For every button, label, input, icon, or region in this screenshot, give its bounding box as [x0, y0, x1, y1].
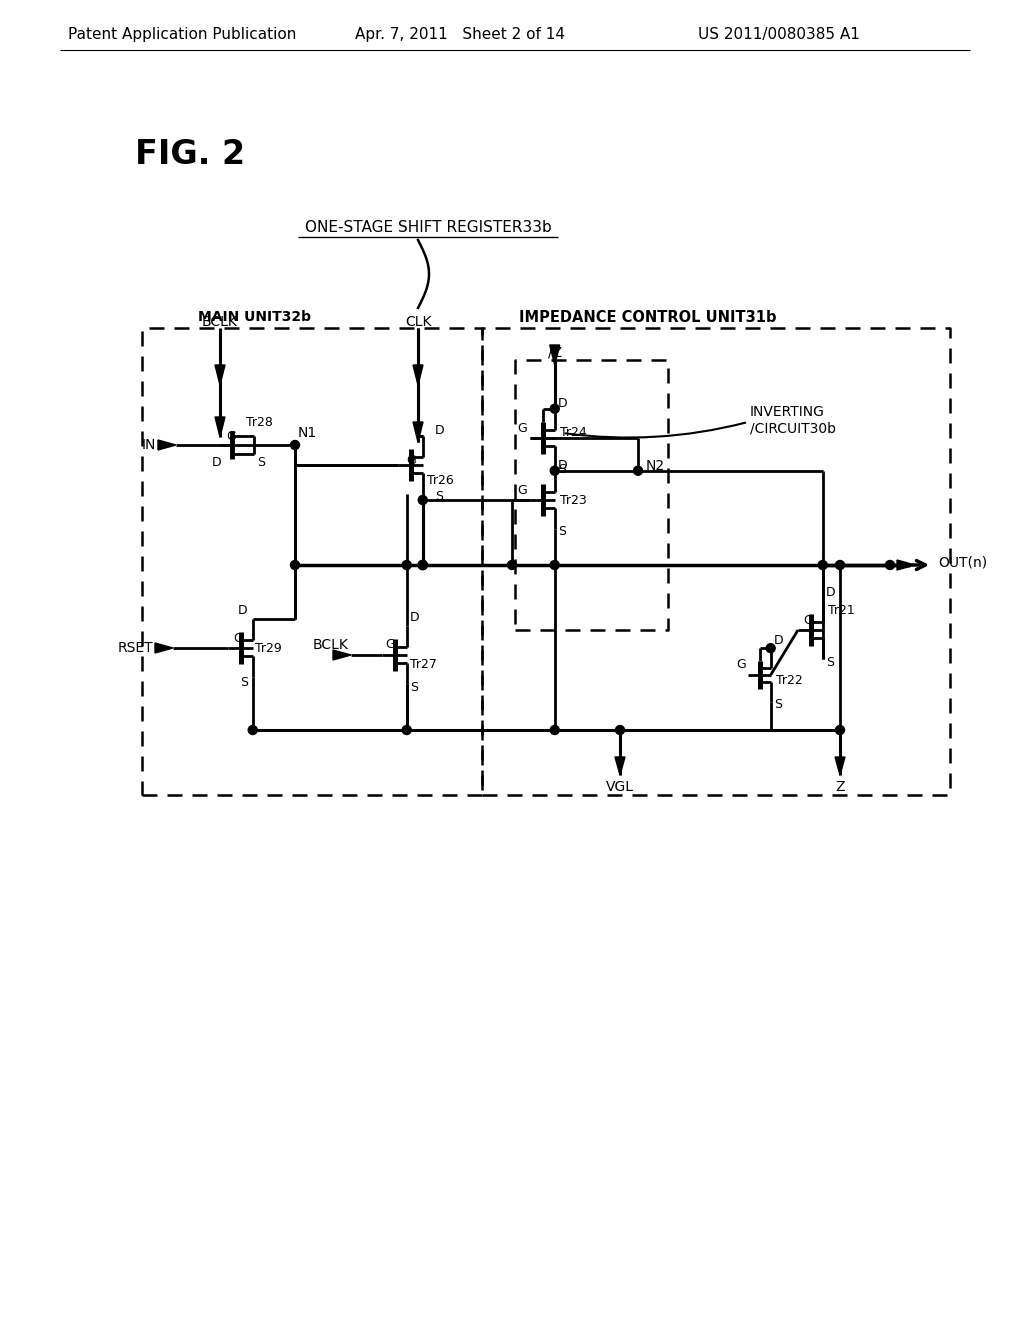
Text: Tr24: Tr24 — [560, 426, 587, 440]
Polygon shape — [897, 560, 915, 570]
Circle shape — [634, 466, 642, 475]
Circle shape — [291, 561, 299, 569]
Text: G: G — [517, 422, 527, 436]
Circle shape — [291, 441, 299, 450]
Text: D: D — [410, 611, 420, 624]
Text: Tr21: Tr21 — [827, 603, 854, 616]
Text: US 2011/0080385 A1: US 2011/0080385 A1 — [698, 28, 860, 42]
Text: INVERTING
/CIRCUIT30b: INVERTING /CIRCUIT30b — [750, 405, 836, 436]
Text: MAIN UNIT32b: MAIN UNIT32b — [199, 310, 311, 323]
Polygon shape — [413, 422, 423, 442]
Circle shape — [836, 726, 845, 734]
Circle shape — [766, 644, 775, 652]
Text: Z: Z — [836, 780, 845, 795]
Text: IN: IN — [141, 438, 156, 451]
Text: D: D — [558, 459, 567, 473]
Text: D: D — [212, 457, 222, 470]
Text: S: S — [257, 457, 265, 470]
Text: N1: N1 — [297, 426, 316, 440]
Text: Apr. 7, 2011   Sheet 2 of 14: Apr. 7, 2011 Sheet 2 of 14 — [355, 28, 565, 42]
Text: S: S — [435, 490, 442, 503]
Circle shape — [418, 495, 427, 504]
Circle shape — [836, 561, 845, 569]
Text: G: G — [385, 639, 394, 652]
Text: G: G — [517, 484, 527, 498]
Text: Tr29: Tr29 — [255, 642, 282, 655]
Text: IMPEDANCE CONTROL UNIT31b: IMPEDANCE CONTROL UNIT31b — [519, 309, 777, 325]
Text: D: D — [435, 424, 444, 437]
Text: D: D — [558, 397, 567, 411]
Text: G: G — [736, 659, 746, 672]
Text: Tr28: Tr28 — [246, 417, 272, 429]
Polygon shape — [155, 643, 173, 653]
Text: FIG. 2: FIG. 2 — [135, 139, 245, 172]
Circle shape — [418, 561, 427, 569]
Text: S: S — [558, 525, 565, 537]
Text: S: S — [240, 676, 248, 689]
Text: Tr27: Tr27 — [410, 659, 436, 672]
Text: Patent Application Publication: Patent Application Publication — [68, 28, 296, 42]
Text: D: D — [825, 586, 836, 599]
Text: G: G — [233, 631, 243, 644]
Polygon shape — [835, 756, 845, 775]
Text: Tr22: Tr22 — [775, 673, 803, 686]
Text: G: G — [406, 454, 416, 466]
Text: CLK: CLK — [404, 315, 431, 329]
Circle shape — [550, 561, 559, 569]
Text: S: S — [825, 656, 834, 669]
Circle shape — [248, 726, 257, 734]
Text: G: G — [803, 614, 813, 627]
Text: G: G — [226, 429, 236, 442]
Text: BCLK: BCLK — [312, 638, 348, 652]
Text: S: S — [558, 463, 565, 475]
Text: Tr26: Tr26 — [427, 474, 454, 487]
Circle shape — [418, 561, 427, 569]
Text: BCLK: BCLK — [202, 315, 238, 329]
Polygon shape — [333, 649, 351, 660]
Polygon shape — [413, 366, 423, 385]
Text: OUT(n): OUT(n) — [938, 554, 987, 569]
Text: /Z: /Z — [548, 345, 562, 359]
Text: D: D — [774, 634, 783, 647]
Circle shape — [886, 561, 895, 569]
Text: N2: N2 — [646, 459, 666, 473]
Circle shape — [550, 466, 559, 475]
Circle shape — [418, 561, 427, 569]
Text: Tr23: Tr23 — [560, 494, 587, 507]
Polygon shape — [158, 440, 176, 450]
Circle shape — [818, 561, 827, 569]
Text: S: S — [410, 681, 418, 694]
Text: D: D — [239, 605, 248, 618]
Text: VGL: VGL — [606, 780, 634, 795]
Polygon shape — [550, 345, 560, 366]
Text: ONE-STAGE SHIFT REGISTER33b: ONE-STAGE SHIFT REGISTER33b — [304, 220, 551, 235]
Circle shape — [550, 404, 559, 413]
Circle shape — [508, 561, 516, 569]
Circle shape — [615, 726, 625, 734]
Polygon shape — [215, 417, 225, 437]
Circle shape — [550, 726, 559, 734]
Polygon shape — [615, 756, 625, 775]
Circle shape — [402, 561, 412, 569]
Text: RSET: RSET — [118, 642, 153, 655]
Circle shape — [402, 726, 412, 734]
Text: S: S — [774, 698, 781, 711]
Polygon shape — [215, 366, 225, 385]
